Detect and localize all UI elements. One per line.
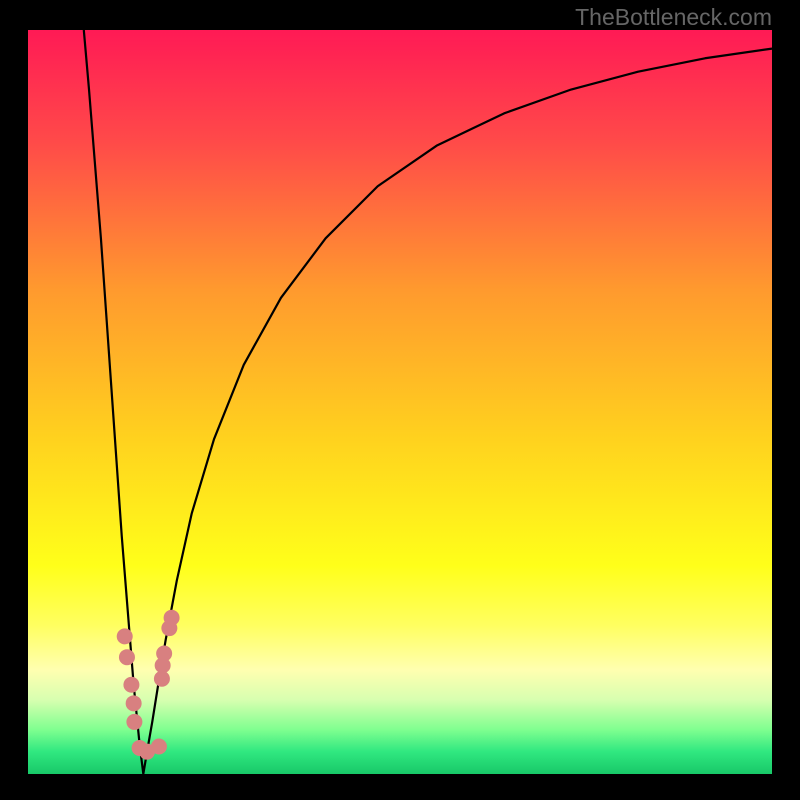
data-marker: [126, 714, 142, 730]
data-marker: [164, 610, 180, 626]
data-marker: [156, 645, 172, 661]
data-marker: [151, 738, 167, 754]
watermark-text: TheBottleneck.com: [575, 4, 772, 31]
data-marker: [123, 677, 139, 693]
data-marker: [117, 628, 133, 644]
chart-plot: [0, 0, 800, 800]
bottleneck-chart: TheBottleneck.com: [0, 0, 800, 800]
data-marker: [119, 649, 135, 665]
data-marker: [126, 695, 142, 711]
